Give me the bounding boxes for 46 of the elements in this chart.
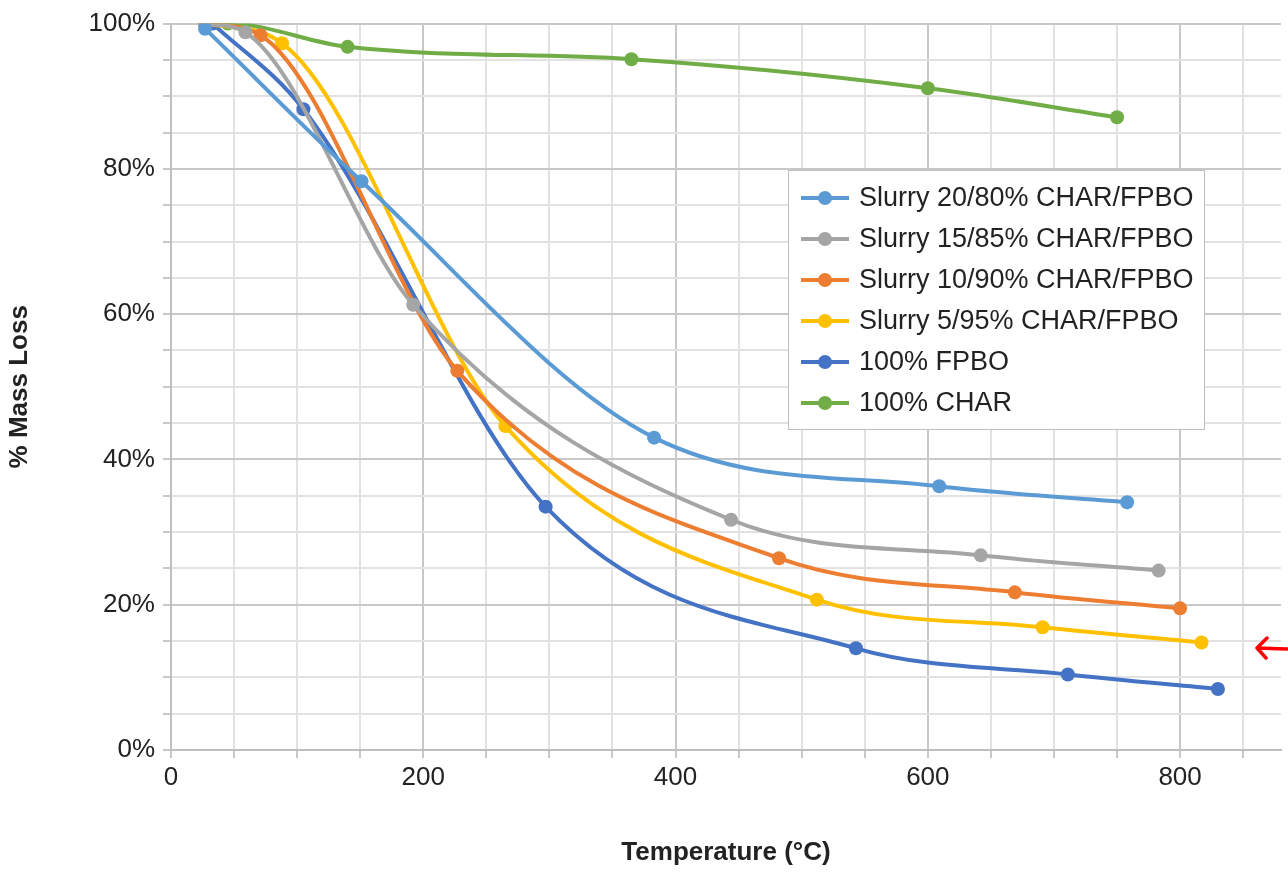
point <box>275 36 289 51</box>
x-tick-label: 800 <box>1158 760 1202 791</box>
legend-label: 100% CHAR <box>859 387 1013 418</box>
point <box>973 548 988 563</box>
point <box>1173 601 1188 616</box>
point <box>450 363 465 378</box>
x-tick-label: 600 <box>906 760 950 791</box>
x-tick-label: 0 <box>163 760 179 791</box>
point <box>354 174 369 189</box>
legend-label: Slurry 20/80% CHAR/FPBO <box>859 182 1194 213</box>
point <box>1110 110 1125 125</box>
point <box>724 512 739 527</box>
y-tick-label: 20% <box>102 587 155 618</box>
y-axis-title: % Mass Loss <box>2 305 33 469</box>
point <box>647 430 662 445</box>
point <box>1194 635 1209 650</box>
x-tick-label: 400 <box>653 760 698 791</box>
x-axis-title: Temperature (°C) <box>621 835 831 866</box>
point <box>1151 563 1166 578</box>
point <box>771 551 786 566</box>
point <box>253 28 268 43</box>
point <box>1035 620 1050 635</box>
y-tick-label: 60% <box>102 297 155 328</box>
point <box>1007 585 1022 600</box>
point <box>1060 667 1075 682</box>
point <box>340 39 355 54</box>
legend-label: Slurry 5/95% CHAR/FPBO <box>859 305 1179 336</box>
x-tick-label: 200 <box>401 760 445 791</box>
y-tick-label: 0% <box>117 733 155 764</box>
legend-label: Slurry 15/85% CHAR/FPBO <box>859 223 1194 254</box>
point <box>1210 681 1225 696</box>
legend-label: Slurry 10/90% CHAR/FPBO <box>859 264 1194 295</box>
point <box>624 52 639 67</box>
point <box>198 23 213 36</box>
point <box>1120 495 1135 510</box>
point <box>538 499 553 514</box>
point <box>848 641 863 656</box>
point <box>406 297 421 312</box>
y-tick-label: 100% <box>88 6 155 37</box>
y-tick-label: 40% <box>102 442 155 473</box>
point <box>920 81 935 96</box>
point <box>809 592 824 607</box>
y-tick-label: 80% <box>102 152 155 183</box>
point <box>238 25 253 40</box>
point <box>932 479 947 494</box>
legend-label: 100% FPBO <box>859 346 1010 377</box>
